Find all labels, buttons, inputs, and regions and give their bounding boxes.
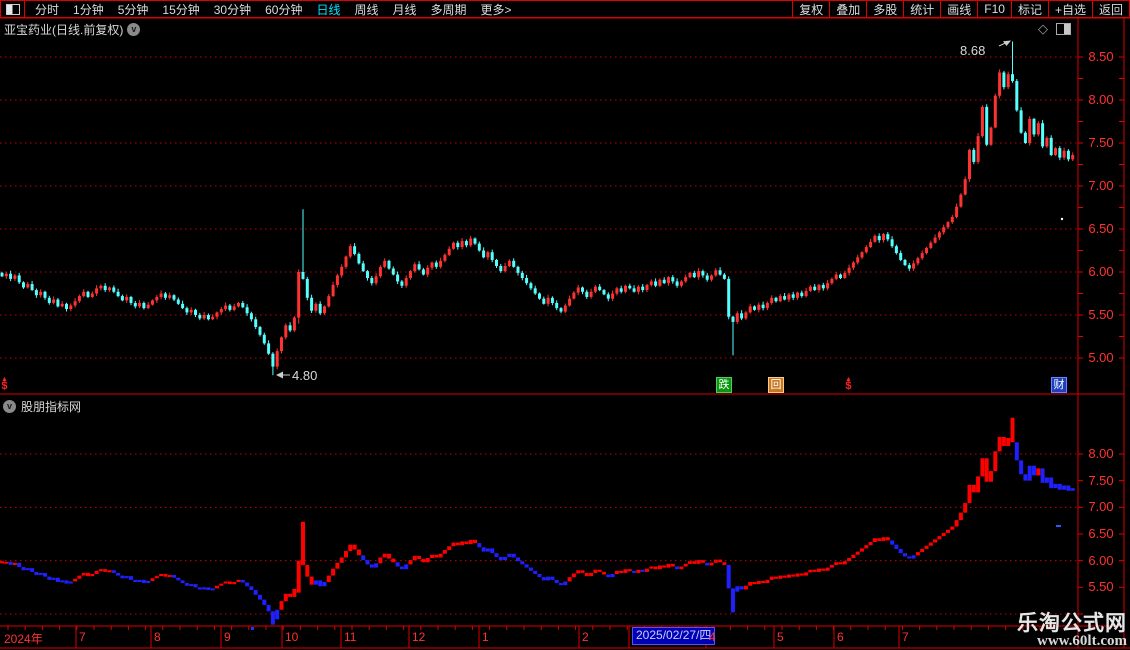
period-menu: 分时 1分钟 5分钟 15分钟 30分钟 60分钟 日线 周线 月线 多周期 更多> bbox=[25, 1, 512, 18]
menu-item-9[interactable]: 多周期 bbox=[430, 2, 467, 17]
dollar-up-icon[interactable]: ▲ $ bbox=[1, 376, 8, 392]
tools-menu: 复权 叠加 多股 统计 画线 F10 标记 +自选 返回 bbox=[792, 1, 1129, 17]
watermark: 乐淘公式网 www.60lt.com bbox=[1017, 613, 1127, 649]
high-price-annotation: 8.68 bbox=[960, 42, 986, 58]
tool-button-4[interactable]: 画线 bbox=[940, 1, 977, 17]
time-axis-label: 10 bbox=[285, 630, 299, 644]
menubar: 分时 1分钟 5分钟 15分钟 30分钟 60分钟 日线 周线 月线 多周期 更多> 复权 叠加 多股统… bbox=[0, 0, 1130, 18]
badge-icon-blue[interactable]: 财 bbox=[1051, 377, 1067, 393]
badge-icon-green[interactable]: 跌 bbox=[716, 377, 732, 393]
time-axis-label: 7 bbox=[902, 630, 909, 644]
time-axis-label: 8 bbox=[154, 630, 161, 644]
time-axis-label: 11 bbox=[344, 630, 357, 644]
tool-button-5[interactable]: F10 bbox=[977, 1, 1011, 17]
time-axis-label: 2 bbox=[582, 630, 589, 644]
main-axis-label: 7.50 bbox=[1088, 135, 1114, 150]
time-axis-label: 5 bbox=[777, 630, 784, 644]
main-axis-label: 6.50 bbox=[1088, 221, 1114, 236]
menu-item-2[interactable]: 5分钟 bbox=[117, 2, 149, 17]
low-price-annotation: 4.80 bbox=[292, 368, 318, 383]
menu-item-10[interactable]: 更多> bbox=[480, 2, 512, 17]
time-axis-label: 4 bbox=[709, 630, 716, 644]
menu-item-5[interactable]: 60分钟 bbox=[265, 2, 303, 17]
main-axis-label: 8.00 bbox=[1088, 92, 1114, 107]
main-axis-label: 5.00 bbox=[1088, 350, 1114, 365]
badge-icon-orange[interactable]: 回 bbox=[768, 377, 784, 393]
time-axis-label: 1 bbox=[482, 630, 489, 644]
time-axis-label: 2024年 bbox=[4, 632, 43, 646]
sub-axis-label: 7.00 bbox=[1088, 499, 1114, 515]
main-axis-label: 6.00 bbox=[1088, 264, 1114, 279]
main-axis-label: 5.50 bbox=[1088, 307, 1114, 322]
menu-item-7[interactable]: 周线 bbox=[354, 2, 379, 17]
main-axis-label: 8.50 bbox=[1088, 49, 1114, 64]
sub-chart-title-row: v 股朋指标网 bbox=[3, 398, 81, 415]
menu-item-1[interactable]: 1分钟 bbox=[73, 2, 104, 17]
chevron-down-icon[interactable]: v bbox=[3, 400, 16, 413]
dollar-up-icon[interactable]: ▲ $ bbox=[845, 376, 852, 392]
diamond-marker-icon[interactable]: ◇ bbox=[1038, 21, 1048, 36]
menu-item-4[interactable]: 30分钟 bbox=[213, 2, 252, 17]
time-axis[interactable]: 2025/02/27/四 2024年 7 8 9 10 11 12 1 2 4 5 6 7 bbox=[0, 626, 1124, 648]
tool-button-3[interactable]: 统计 bbox=[903, 1, 940, 17]
tool-button-0[interactable]: 复权 bbox=[792, 1, 829, 17]
menu-item-8[interactable]: 月线 bbox=[392, 2, 417, 17]
tool-button-1[interactable]: 叠加 bbox=[829, 1, 866, 17]
selected-date-label: 2025/02/27/四 bbox=[632, 627, 716, 645]
badge-glyph: 回 bbox=[768, 377, 784, 393]
time-axis-label: 6 bbox=[837, 630, 844, 644]
tool-button-7[interactable]: +自选 bbox=[1047, 1, 1092, 17]
time-axis-label: 9 bbox=[224, 630, 231, 644]
time-axis-label: 7 bbox=[79, 630, 86, 644]
dollar-glyph: ▲ $ bbox=[845, 376, 852, 392]
sub-axis-label: 8.00 bbox=[1088, 446, 1114, 461]
time-axis-label: 12 bbox=[412, 630, 426, 644]
watermark-site-url: www.60lt.com bbox=[1037, 633, 1127, 649]
sub-axis-label: 5.50 bbox=[1088, 579, 1114, 595]
main-axis-label: 7.00 bbox=[1088, 178, 1114, 193]
dollar-glyph: ▲ $ bbox=[1, 376, 8, 392]
sub-axis-label: 6.00 bbox=[1088, 552, 1114, 568]
menu-item-6[interactable]: 日线 bbox=[316, 2, 341, 17]
tool-button-8[interactable]: 返回 bbox=[1091, 1, 1129, 17]
main-chart-title: 亚宝药业(日线.前复权) bbox=[4, 23, 124, 37]
pane-corner-icons: ◇ bbox=[1038, 22, 1071, 35]
sub-axis-label: 6.50 bbox=[1088, 525, 1114, 541]
sub-axis-label: 7.50 bbox=[1088, 472, 1114, 488]
watermark-site-name: 乐淘公式网 bbox=[1017, 612, 1127, 635]
window-layout-icon bbox=[5, 3, 20, 15]
sub-chart-title: 股朋指标网 bbox=[21, 400, 82, 414]
pane-split-icon[interactable] bbox=[1056, 22, 1071, 35]
menu-item-0[interactable]: 分时 bbox=[35, 2, 60, 17]
badge-glyph: 跌 bbox=[716, 377, 732, 393]
chevron-down-icon[interactable]: v bbox=[127, 23, 141, 36]
badge-glyph: 财 bbox=[1051, 377, 1067, 393]
window-layout-button[interactable] bbox=[1, 1, 25, 17]
tool-button-2[interactable]: 多股 bbox=[866, 1, 903, 17]
menu-item-3[interactable]: 15分钟 bbox=[162, 2, 200, 17]
tool-button-6[interactable]: 标记 bbox=[1010, 1, 1048, 17]
main-chart-title-row: 亚宝药业(日线.前复权) v bbox=[4, 21, 141, 38]
